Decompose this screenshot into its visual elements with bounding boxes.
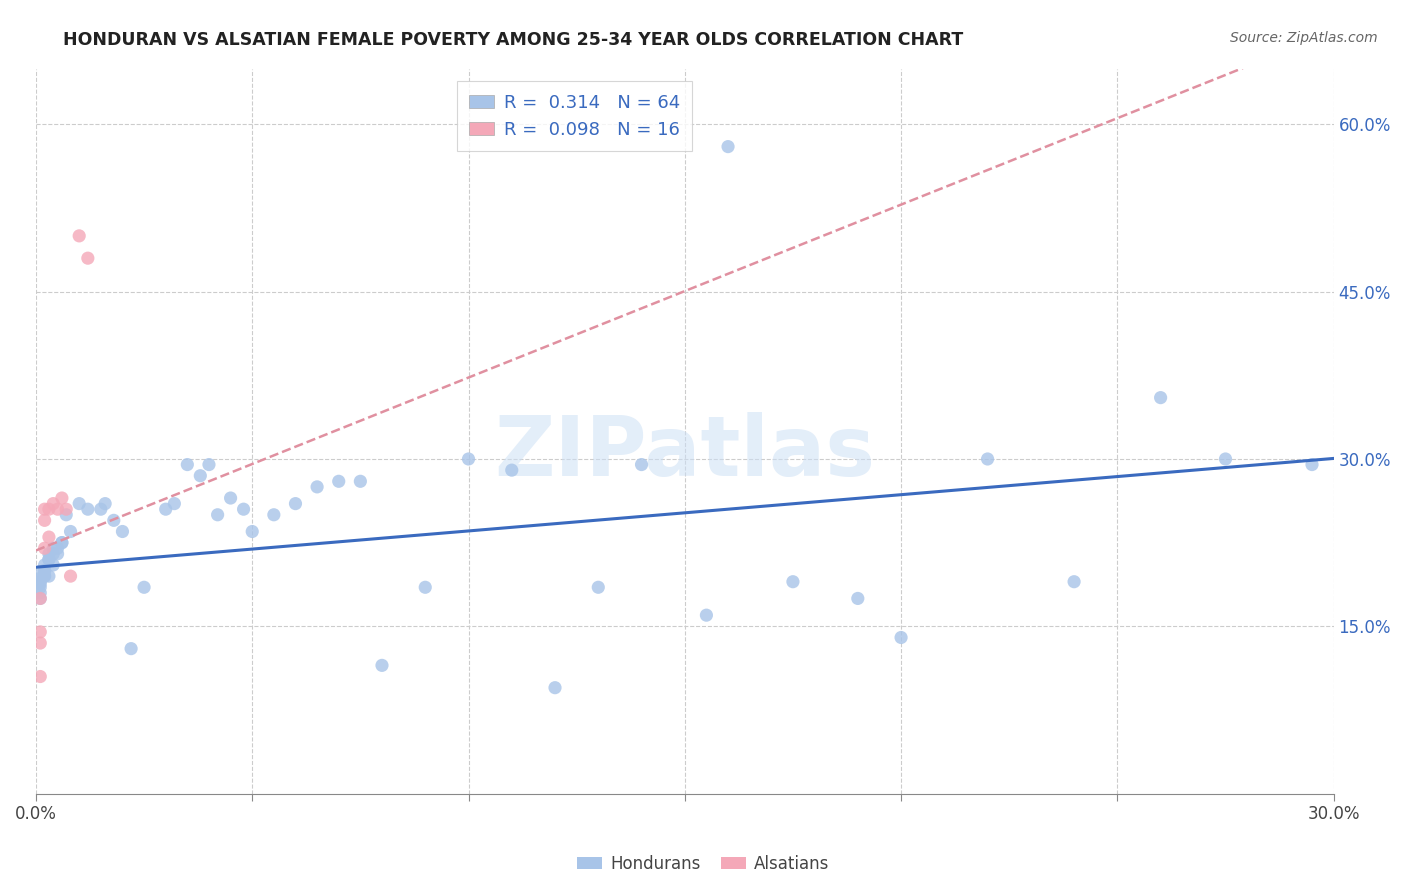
Point (34, 564, 56, 578)
Point (46, 502, 69, 516)
Point (59, 524, 82, 539)
Point (1215, 452, 1237, 467)
Point (413, 580, 436, 594)
Point (103, 513, 125, 527)
Point (90, 502, 112, 516)
Point (263, 508, 285, 522)
Point (67, 497, 90, 511)
Point (1149, 391, 1171, 405)
Point (219, 491, 242, 505)
Point (55, 502, 77, 516)
Point (51, 491, 73, 505)
Point (544, 681, 567, 695)
Point (588, 580, 610, 594)
Point (34, 564, 56, 578)
Point (457, 452, 479, 467)
Point (30, 580, 52, 594)
Point (30, 571, 52, 585)
Point (30, 591, 52, 606)
Text: ZIPatlas: ZIPatlas (495, 412, 876, 493)
Point (42, 558, 65, 572)
Point (1301, 458, 1323, 472)
Point (890, 631, 912, 645)
Point (34, 541, 56, 556)
Point (207, 508, 229, 522)
Point (371, 658, 394, 673)
Point (34, 569, 56, 583)
Point (232, 502, 254, 516)
Point (284, 497, 307, 511)
Point (30, 624, 52, 639)
Point (717, 139, 740, 153)
Point (76, 251, 98, 265)
Point (120, 641, 142, 656)
Point (846, 591, 869, 606)
Point (240, 524, 263, 539)
Point (782, 574, 804, 589)
Point (38, 552, 60, 566)
Point (76, 502, 98, 516)
Point (695, 608, 717, 623)
Point (176, 458, 198, 472)
Point (30, 566, 52, 581)
Point (501, 463, 523, 477)
Point (132, 580, 155, 594)
Point (30, 591, 52, 606)
Point (51, 535, 73, 549)
Point (34, 569, 56, 583)
Point (198, 458, 221, 472)
Point (976, 452, 998, 467)
Point (34, 513, 56, 527)
Point (55, 508, 77, 522)
Point (30, 586, 52, 600)
Point (38, 547, 60, 561)
Point (51, 535, 73, 549)
Point (1063, 574, 1085, 589)
Point (46, 547, 69, 561)
Point (42, 547, 65, 561)
Legend: R =  0.314   N = 64, R =  0.098   N = 16: R = 0.314 N = 64, R = 0.098 N = 16 (457, 81, 692, 152)
Point (30, 669, 52, 683)
Point (34, 558, 56, 572)
Legend: Hondurans, Alsatians: Hondurans, Alsatians (569, 848, 837, 880)
Point (38, 502, 60, 516)
Point (30, 574, 52, 589)
Point (38, 552, 60, 566)
Point (30, 636, 52, 650)
Point (38, 569, 60, 583)
Point (59, 569, 82, 583)
Point (67, 228, 90, 243)
Point (188, 468, 211, 483)
Point (155, 502, 177, 516)
Text: HONDURAN VS ALSATIAN FEMALE POVERTY AMONG 25-34 YEAR OLDS CORRELATION CHART: HONDURAN VS ALSATIAN FEMALE POVERTY AMON… (63, 31, 963, 49)
Point (42, 541, 65, 556)
Point (38, 530, 60, 544)
Point (163, 497, 186, 511)
Point (328, 475, 350, 489)
Point (349, 475, 371, 489)
Point (30, 577, 52, 591)
Point (94, 497, 117, 511)
Point (34, 502, 56, 516)
Point (307, 480, 329, 494)
Point (46, 541, 69, 556)
Point (42, 497, 65, 511)
Point (111, 524, 134, 539)
Point (630, 458, 652, 472)
Text: Source: ZipAtlas.com: Source: ZipAtlas.com (1230, 31, 1378, 45)
